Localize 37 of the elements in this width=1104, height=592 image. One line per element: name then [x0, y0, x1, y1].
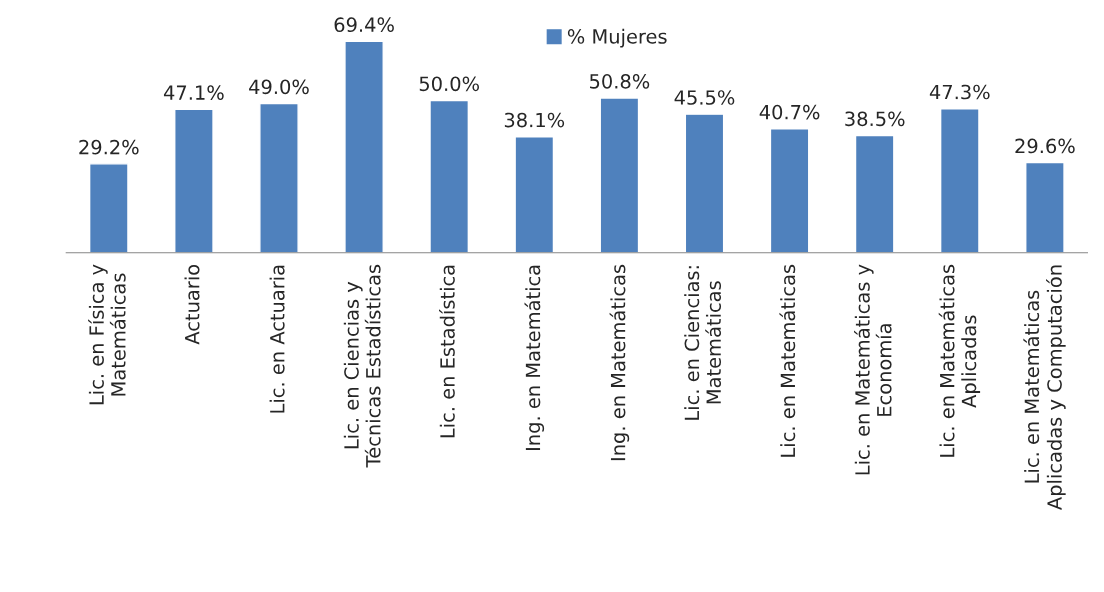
- x-tick-label: Lic. en Matemáticas: [779, 264, 796, 457]
- data-label: 47.3%: [929, 84, 990, 100]
- data-label: 50.0%: [419, 76, 479, 92]
- x-tick-label: Ing. en Matemática: [524, 265, 545, 450]
- x-tick-label: Lic. en Ciencias y Técnicas Estadísticas: [343, 264, 381, 468]
- x-tick-label: Lic. en Matemáticas Aplicadas y Computación: [1023, 265, 1066, 510]
- x-tick-label: Lic. en Actuaria: [269, 265, 285, 413]
- bar: [344, 40, 384, 253]
- data-label: 38.1%: [504, 112, 565, 128]
- data-label: 69.4%: [334, 17, 394, 33]
- bar: [259, 102, 299, 253]
- bar: [1025, 161, 1065, 253]
- bar: [429, 99, 470, 253]
- bar: [599, 97, 640, 253]
- data-label: 49.0%: [249, 79, 309, 95]
- x-tick-label: Actuario: [184, 264, 200, 345]
- bar: [769, 128, 810, 253]
- data-label: 47.1%: [163, 85, 224, 100]
- data-label: 40.7%: [759, 104, 820, 120]
- data-label: 50.8%: [590, 73, 650, 89]
- data-label: 29.2%: [79, 139, 139, 155]
- x-tick-label: Lic. en Estadística: [439, 265, 455, 438]
- x-tick-label: Lic. en Matemáticas Aplicadas: [938, 264, 981, 457]
- bar: [88, 163, 129, 253]
- x-tick-label: Lic. en Matemáticas y Economía: [854, 264, 892, 475]
- bar: [684, 113, 725, 253]
- bar: [854, 134, 895, 253]
- data-label: 38.5%: [845, 111, 905, 127]
- bar: [939, 107, 980, 253]
- x-tick-label: Lic. en Ciencias: Matemáticas: [684, 266, 722, 420]
- data-label: 45.5%: [674, 90, 735, 105]
- x-tick-label: Lic. en Física y Matemáticas: [88, 264, 126, 405]
- legend-label: % Mujeres: [567, 28, 667, 48]
- x-tick-label: Ing. en Matemáticas: [609, 264, 630, 461]
- bar: [514, 136, 555, 253]
- bar: [174, 108, 214, 253]
- data-label: 29.6%: [1015, 138, 1075, 154]
